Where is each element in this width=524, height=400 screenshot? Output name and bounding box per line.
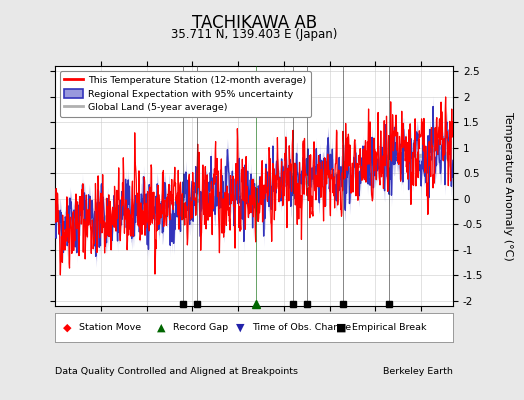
Text: 35.711 N, 139.403 E (Japan): 35.711 N, 139.403 E (Japan) bbox=[171, 28, 337, 41]
Y-axis label: Temperature Anomaly (°C): Temperature Anomaly (°C) bbox=[503, 112, 513, 260]
Text: ▲: ▲ bbox=[157, 322, 165, 333]
Text: Time of Obs. Change: Time of Obs. Change bbox=[252, 323, 351, 332]
Text: ■: ■ bbox=[336, 322, 346, 333]
Text: ◆: ◆ bbox=[63, 322, 71, 333]
Legend: This Temperature Station (12-month average), Regional Expectation with 95% uncer: This Temperature Station (12-month avera… bbox=[60, 71, 311, 117]
Text: TACHIKAWA AB: TACHIKAWA AB bbox=[192, 14, 316, 32]
Text: Data Quality Controlled and Aligned at Breakpoints: Data Quality Controlled and Aligned at B… bbox=[55, 367, 298, 376]
Text: Station Move: Station Move bbox=[79, 323, 141, 332]
Text: Berkeley Earth: Berkeley Earth bbox=[384, 367, 453, 376]
Text: Record Gap: Record Gap bbox=[172, 323, 227, 332]
Text: Empirical Break: Empirical Break bbox=[352, 323, 426, 332]
Text: ▼: ▼ bbox=[236, 322, 245, 333]
